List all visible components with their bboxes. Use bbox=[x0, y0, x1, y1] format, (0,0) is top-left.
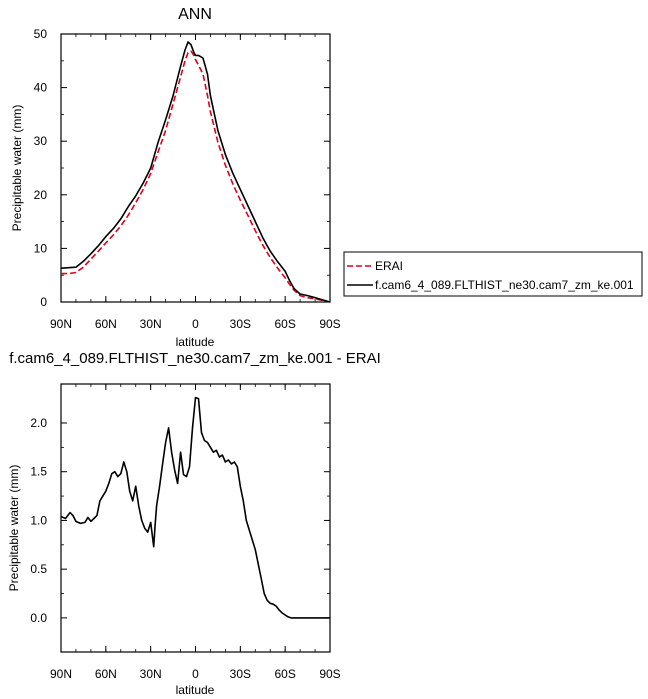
top-chart-x-tick-label: 90S bbox=[319, 317, 340, 331]
bottom-chart-series-line-difference bbox=[60, 396, 330, 619]
top-chart-x-tick-label: 30S bbox=[230, 317, 251, 331]
top-chart-y-tick-label: 30 bbox=[34, 134, 48, 148]
bottom-chart-x-tick-label: 60S bbox=[274, 667, 295, 681]
bottom-chart-x-tick-label: 30N bbox=[140, 667, 162, 681]
bottom-chart-x-tick-label: 30S bbox=[230, 667, 251, 681]
bottom-chart-y-tick-label: 0.0 bbox=[30, 611, 47, 625]
top-chart-x-tick-label: 30N bbox=[140, 317, 162, 331]
top-chart: ANN Precipitable water (mm) latitude 90N… bbox=[10, 6, 643, 349]
top-chart-title: ANN bbox=[178, 6, 212, 23]
bottom-chart-y-tick-label: 2.0 bbox=[30, 416, 47, 430]
top-chart-y-tick-label: 40 bbox=[34, 81, 48, 95]
bottom-chart-y-tick-label: 1.5 bbox=[30, 465, 47, 479]
top-chart-y-tick-label: 0 bbox=[40, 295, 47, 309]
top-chart-legend: ERAI f.cam6_4_089.FLTHIST_ne30.cam7_zm_k… bbox=[343, 251, 643, 297]
top-chart-x-tick-label: 60N bbox=[95, 317, 117, 331]
top-chart-x-axis-label: latitude bbox=[176, 335, 215, 349]
bottom-chart-x-tick-label: 90S bbox=[319, 667, 340, 681]
top-chart-frame bbox=[60, 33, 331, 303]
top-chart-series-line-model bbox=[60, 41, 331, 303]
bottom-chart-plot-area: 90N 60N 30N 0 30S 60S 90S 0.0 0.5 1.0 1.5 2.0 bbox=[30, 383, 341, 681]
bottom-chart-x-tick-label: 60N bbox=[95, 667, 117, 681]
legend-label-model: f.cam6_4_089.FLTHIST_ne30.cam7_zm_ke.001 bbox=[375, 278, 634, 292]
legend-label-erai: ERAI bbox=[375, 259, 403, 273]
bottom-chart-y-tick-label: 1.0 bbox=[30, 513, 47, 527]
bottom-chart-x-axis-label: latitude bbox=[176, 683, 215, 697]
top-chart-y-axis-label: Precipitable water (mm) bbox=[10, 105, 24, 232]
legend-box bbox=[343, 251, 643, 297]
bottom-chart-x-tick-label: 0 bbox=[192, 667, 199, 681]
top-chart-y-tick-label: 20 bbox=[34, 188, 48, 202]
top-chart-x-tick-label: 90N bbox=[50, 317, 72, 331]
bottom-chart-frame bbox=[60, 383, 331, 653]
top-chart-y-tick-label: 50 bbox=[34, 27, 48, 41]
bottom-chart: f.cam6_4_089.FLTHIST_ne30.cam7_zm_ke.001… bbox=[7, 350, 381, 697]
top-chart-x-tick-label: 0 bbox=[192, 317, 199, 331]
bottom-chart-y-axis-label: Precipitable water (mm) bbox=[7, 465, 21, 592]
top-chart-plot-area: 90N 60N 30N 0 30S 60S 90S 0 10 20 30 40 50 bbox=[34, 27, 341, 331]
top-chart-y-tick-label: 10 bbox=[34, 241, 48, 255]
bottom-chart-x-tick-label: 90N bbox=[50, 667, 72, 681]
top-chart-x-tick-label: 60S bbox=[274, 317, 295, 331]
bottom-chart-title: f.cam6_4_089.FLTHIST_ne30.cam7_zm_ke.001… bbox=[9, 350, 381, 367]
bottom-chart-y-tick-label: 0.5 bbox=[30, 562, 47, 576]
top-chart-series-line-erai bbox=[61, 50, 331, 303]
